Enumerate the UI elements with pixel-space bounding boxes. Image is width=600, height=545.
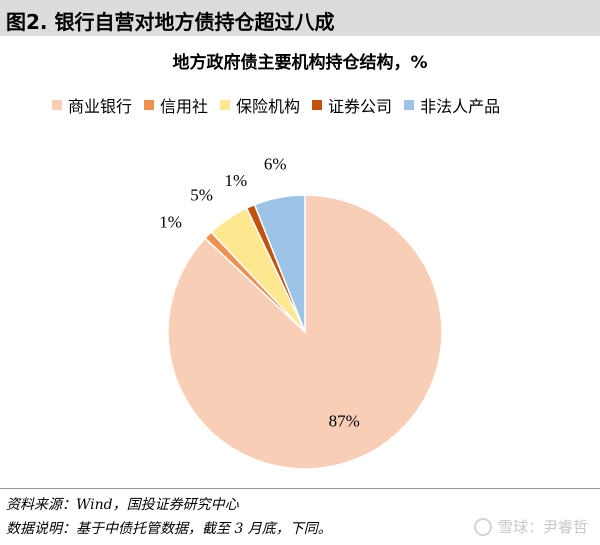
legend-item: 保险机构	[220, 93, 300, 117]
data-label: 6%	[264, 155, 287, 174]
watermark-text: 雪球：尹睿哲	[497, 518, 588, 536]
chart-title: 地方政府债主要机构持仓结构，%	[172, 53, 428, 73]
figure-header: 图2. 银行自营对地方债持仓超过八成	[0, 0, 600, 36]
legend-label: 非法人产品	[420, 97, 501, 116]
legend-label: 商业银行	[68, 97, 133, 116]
legend-swatch	[220, 100, 231, 110]
legend-item: 证券公司	[312, 93, 392, 117]
legend-swatch	[144, 100, 155, 110]
figure-title: 图2. 银行自营对地方债持仓超过八成	[6, 10, 335, 34]
data-note: 数据说明：基于中债托管数据，截至 3 月底，下同。	[6, 521, 332, 537]
data-label: 87%	[329, 411, 360, 430]
footer-divider	[0, 488, 600, 489]
legend-item: 信用社	[144, 93, 208, 117]
source-note: 资料来源：Wind，国投证券研究中心	[6, 497, 239, 513]
legend-swatch	[312, 100, 323, 110]
pie-slice	[253, 194, 306, 333]
data-label: 1%	[225, 171, 248, 190]
legend-item: 商业银行	[52, 93, 132, 117]
legend-item: 非法人产品	[404, 93, 500, 117]
watermark: 雪球：尹睿哲	[473, 516, 588, 537]
legend-label: 保险机构	[236, 97, 301, 116]
data-label: 1%	[159, 212, 182, 231]
chart-legend: 商业银行 信用社 保险机构 证券公司 非法人产品	[52, 94, 512, 116]
legend-label: 信用社	[160, 97, 209, 116]
legend-label: 证券公司	[328, 97, 393, 116]
data-label: 5%	[190, 185, 213, 204]
snowball-logo-icon	[473, 517, 492, 536]
legend-swatch	[52, 100, 62, 110]
legend-swatch	[404, 100, 415, 110]
